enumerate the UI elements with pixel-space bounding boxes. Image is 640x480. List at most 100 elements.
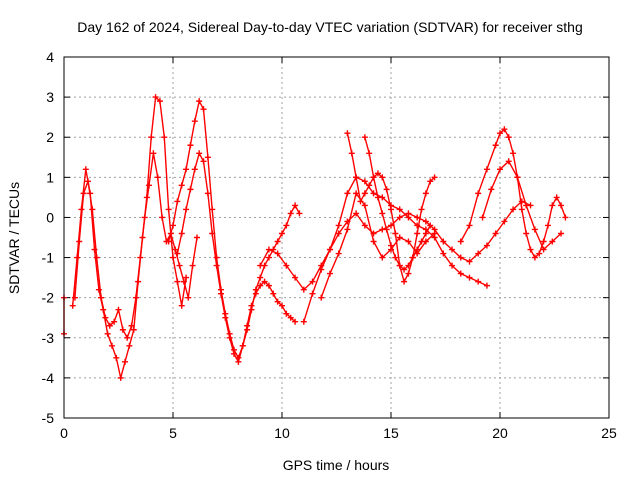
data-point — [189, 262, 196, 269]
data-point — [510, 206, 517, 213]
data-point — [405, 210, 412, 217]
data-point — [204, 190, 211, 197]
data-point — [440, 238, 447, 245]
data-point — [130, 326, 137, 333]
plot-frame — [63, 56, 610, 419]
data-point — [274, 238, 281, 245]
data-point — [370, 174, 377, 181]
data-point — [113, 354, 120, 361]
y-tick-label: -5 — [42, 410, 55, 426]
data-point — [318, 294, 325, 301]
data-point — [148, 134, 155, 141]
data-point — [309, 290, 316, 297]
data-point — [257, 282, 264, 289]
data-point — [427, 178, 434, 185]
data-point — [196, 150, 203, 157]
data-point — [536, 250, 543, 257]
data-point — [396, 206, 403, 213]
data-point — [483, 242, 490, 249]
data-point — [475, 250, 482, 257]
y-tick-label: 3 — [46, 89, 54, 105]
data-point — [183, 274, 190, 281]
data-point — [196, 98, 203, 105]
data-point — [274, 298, 281, 305]
series-line — [176, 151, 296, 364]
data-point — [283, 310, 290, 317]
data-point — [422, 230, 429, 237]
data-point — [497, 166, 503, 173]
data-point — [431, 230, 438, 237]
data-point — [252, 290, 259, 297]
data-point — [174, 278, 181, 285]
data-point — [497, 130, 503, 137]
data-point — [475, 278, 482, 285]
data-point — [549, 202, 556, 209]
data-point — [174, 198, 181, 205]
data-point — [176, 262, 183, 269]
series-arc-9 — [361, 134, 434, 273]
data-point — [414, 214, 421, 221]
data-point — [128, 322, 135, 329]
y-tick-label: -3 — [42, 330, 55, 346]
data-point — [217, 290, 224, 297]
y-tick-label: -1 — [42, 250, 55, 266]
data-point — [388, 206, 394, 213]
data-point — [388, 222, 394, 229]
data-point — [141, 214, 148, 221]
data-point — [326, 270, 333, 277]
data-point — [518, 206, 525, 213]
data-point — [106, 322, 113, 329]
data-point — [104, 330, 111, 337]
data-point — [466, 274, 473, 281]
data-point — [309, 278, 316, 285]
data-point — [287, 314, 294, 321]
data-point — [265, 282, 272, 289]
data-point — [265, 246, 272, 253]
data-point — [287, 210, 294, 217]
data-point — [514, 174, 521, 181]
data-point — [159, 214, 166, 221]
data-point — [479, 214, 486, 221]
data-point — [74, 254, 81, 261]
data-point — [466, 258, 473, 265]
data-point — [531, 254, 538, 261]
chart-title: Day 162 of 2024, Sidereal Day-to-day VTE… — [77, 19, 583, 35]
axis-ticks: 0 5 10 15 20 25 -5 -4 -3 -2 -1 0 1 2 3 4 — [42, 49, 617, 441]
data-point — [152, 94, 159, 101]
data-point — [335, 222, 342, 229]
data-point — [523, 202, 530, 209]
y-tick-label: 1 — [46, 169, 54, 185]
data-point — [501, 126, 508, 133]
series-arc-2 — [71, 150, 200, 341]
data-point — [265, 254, 272, 261]
data-point — [178, 182, 185, 189]
data-point — [283, 262, 290, 269]
data-point — [191, 118, 198, 125]
data-point — [531, 226, 538, 233]
x-tick-label: 25 — [601, 425, 617, 441]
data-point — [283, 222, 290, 229]
data-point — [449, 246, 456, 253]
data-point — [379, 210, 386, 217]
data-point — [93, 254, 100, 261]
data-point — [353, 210, 360, 217]
data-point — [401, 266, 408, 273]
data-point — [370, 190, 377, 197]
data-point — [396, 214, 403, 221]
data-point — [361, 134, 368, 141]
data-point — [150, 150, 157, 157]
data-point — [102, 314, 109, 321]
data-point — [335, 250, 342, 257]
data-point — [422, 190, 429, 197]
data-point — [187, 142, 194, 149]
series-arc-4 — [174, 150, 299, 365]
data-point — [344, 226, 351, 233]
data-point — [209, 230, 216, 237]
x-axis-label: GPS time / hours — [283, 457, 390, 473]
data-point — [165, 206, 172, 213]
data-point — [544, 222, 551, 229]
data-point — [505, 134, 512, 141]
data-point — [422, 218, 429, 225]
data-point — [111, 318, 118, 325]
data-point — [124, 334, 131, 341]
